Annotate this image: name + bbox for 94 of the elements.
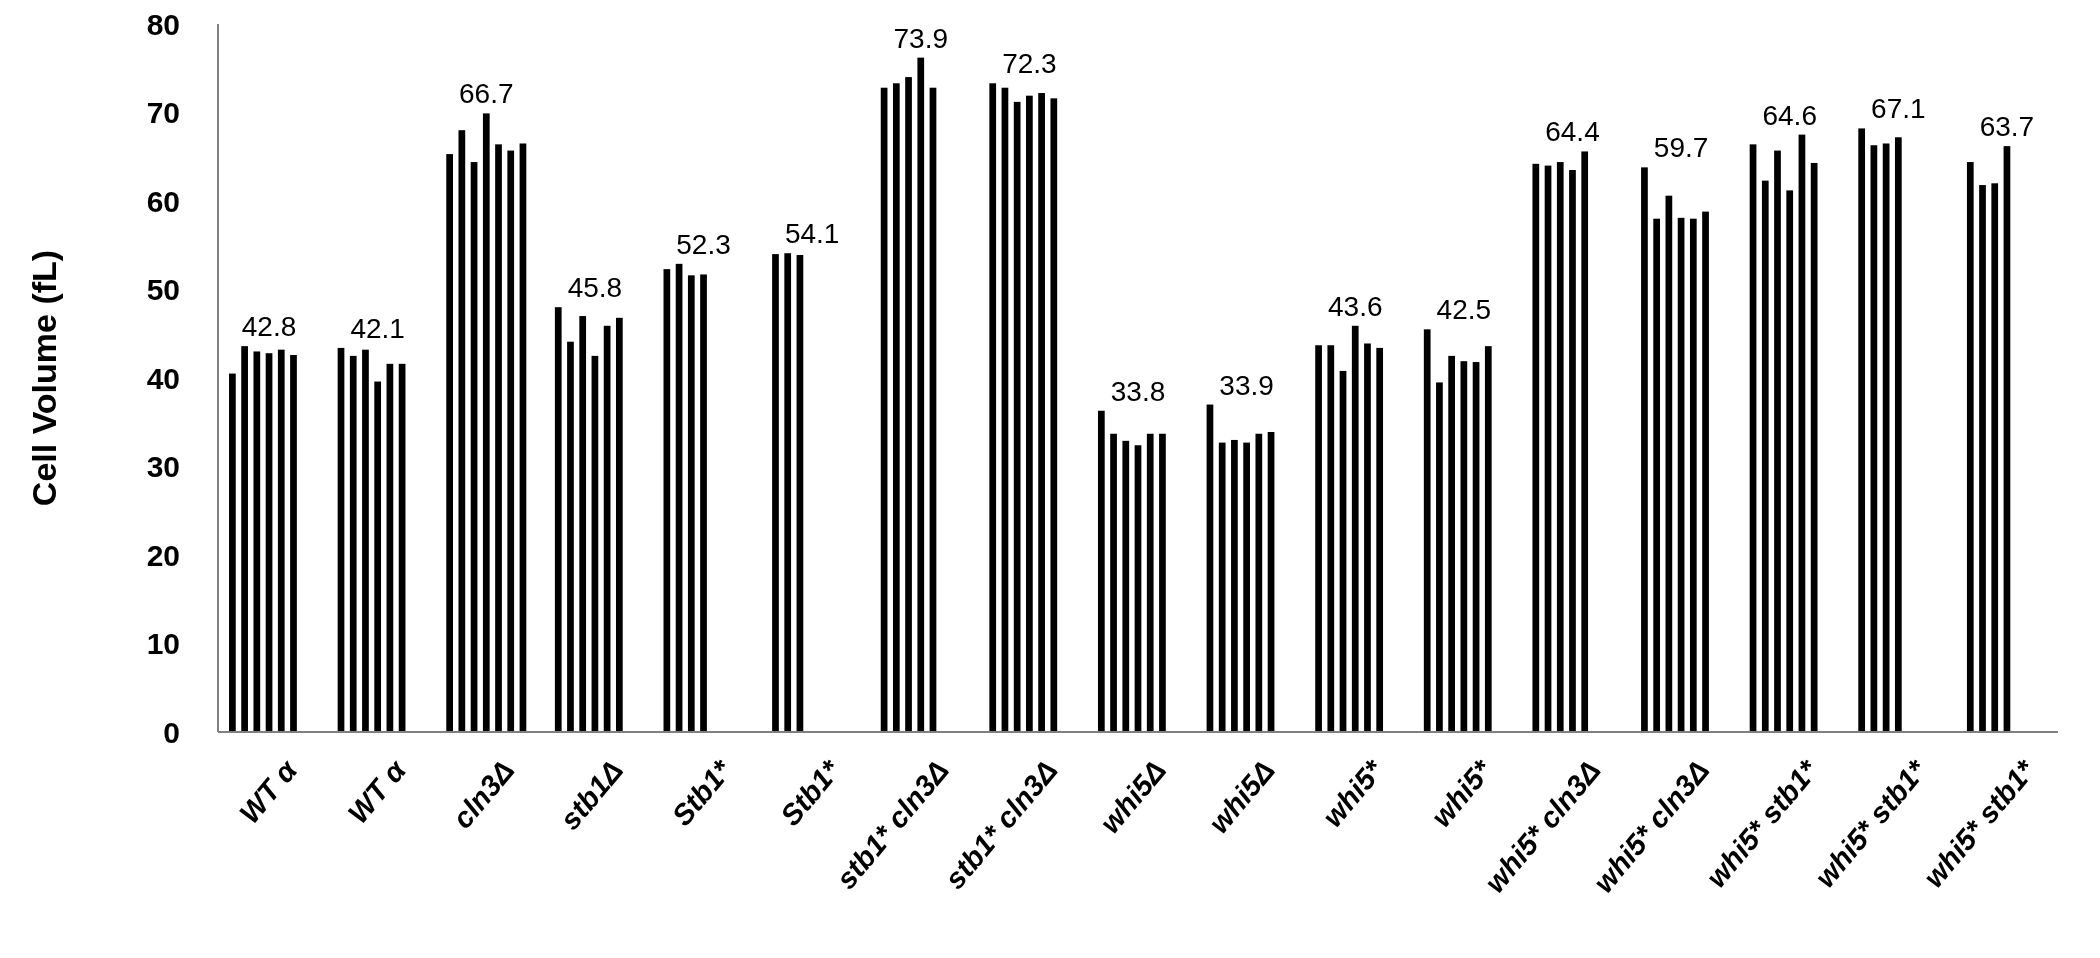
bar xyxy=(1026,95,1033,732)
bar xyxy=(917,57,925,732)
bar xyxy=(1774,150,1781,732)
x-tick-label: WT α xyxy=(232,753,304,830)
bar xyxy=(1532,163,1540,732)
bar xyxy=(1423,329,1431,732)
annotation: 33.9 xyxy=(1219,369,1274,401)
bar xyxy=(1761,180,1769,732)
bar xyxy=(1641,167,1648,732)
annotation: 42.1 xyxy=(350,312,405,344)
bar xyxy=(700,274,707,732)
bar xyxy=(1991,183,1999,732)
bar xyxy=(495,144,502,732)
bar xyxy=(229,373,236,732)
bar xyxy=(1364,343,1371,732)
bar xyxy=(1966,162,1974,732)
y-tick-label: 30 xyxy=(146,450,180,483)
bar xyxy=(1569,170,1576,732)
bar xyxy=(1581,151,1589,732)
bar xyxy=(687,275,695,732)
bar xyxy=(1436,382,1443,732)
bar xyxy=(1702,211,1709,732)
annotation: 64.6 xyxy=(1762,99,1817,131)
bar xyxy=(554,307,562,732)
y-tick-label: 50 xyxy=(146,273,180,306)
annotation: 43.6 xyxy=(1327,290,1383,322)
x-tick-label: WT α xyxy=(341,753,413,830)
bar xyxy=(615,317,623,732)
annotation: 72.3 xyxy=(1002,48,1057,80)
bar xyxy=(579,316,587,732)
y-tick-label: 70 xyxy=(146,96,180,129)
y-tick-label: 60 xyxy=(146,184,180,218)
annotation: 63.7 xyxy=(1979,111,2035,143)
bar xyxy=(1810,162,1818,732)
bar xyxy=(1689,218,1697,732)
bar xyxy=(1894,137,1902,732)
bar xyxy=(1376,347,1384,732)
bar xyxy=(1315,345,1322,732)
annotation: 59.7 xyxy=(1653,132,1709,164)
bar xyxy=(784,253,792,732)
annotation: 42.5 xyxy=(1436,294,1492,326)
bar xyxy=(374,381,382,732)
bar xyxy=(1786,190,1794,732)
bar xyxy=(290,354,297,732)
y-tick-label: 10 xyxy=(146,627,180,660)
annotation: 42.8 xyxy=(241,311,297,343)
bar xyxy=(1448,355,1455,732)
bar xyxy=(772,254,779,732)
annotation: 33.8 xyxy=(1110,375,1166,407)
annotation: 54.1 xyxy=(784,218,840,250)
bar xyxy=(1038,93,1045,732)
bar xyxy=(1484,346,1492,732)
annotation: 45.8 xyxy=(567,272,623,304)
bar xyxy=(1351,325,1359,732)
annotation: 64.4 xyxy=(1545,116,1600,148)
bar xyxy=(989,83,997,732)
bar xyxy=(892,83,900,732)
bar xyxy=(1122,440,1130,732)
bar xyxy=(1556,162,1564,732)
bar xyxy=(458,130,466,732)
annotation: 66.7 xyxy=(459,78,514,110)
bar xyxy=(905,77,912,732)
bar xyxy=(1146,433,1154,732)
bar xyxy=(1013,101,1021,732)
bar xyxy=(1327,345,1335,732)
y-tick-label: 0 xyxy=(163,715,180,749)
bar xyxy=(1159,433,1166,732)
bar xyxy=(446,154,453,732)
y-tick-label: 40 xyxy=(146,361,180,395)
bar xyxy=(1858,128,1866,732)
bar xyxy=(1050,98,1058,732)
bar xyxy=(349,355,357,732)
annotation: 67.1 xyxy=(1871,93,1926,125)
bar xyxy=(1097,410,1105,732)
bar xyxy=(253,351,261,732)
bar xyxy=(567,341,574,732)
bar xyxy=(1255,433,1263,732)
bar xyxy=(1218,442,1226,732)
annotation: 73.9 xyxy=(893,22,949,54)
y-axis-title: Cell Volume (fL) xyxy=(25,249,63,507)
annotation: 52.3 xyxy=(676,228,731,260)
bar xyxy=(241,346,248,732)
bar xyxy=(482,113,490,732)
bar xyxy=(362,349,369,732)
bar xyxy=(1243,442,1250,732)
bar xyxy=(1110,433,1117,732)
bar xyxy=(1231,439,1238,732)
y-tick-label: 20 xyxy=(146,538,180,572)
bar xyxy=(1460,361,1468,732)
bar xyxy=(1979,185,1986,732)
y-tick-label: 80 xyxy=(146,7,180,41)
bar xyxy=(507,150,515,732)
bar xyxy=(1653,218,1661,732)
bar xyxy=(277,349,285,732)
